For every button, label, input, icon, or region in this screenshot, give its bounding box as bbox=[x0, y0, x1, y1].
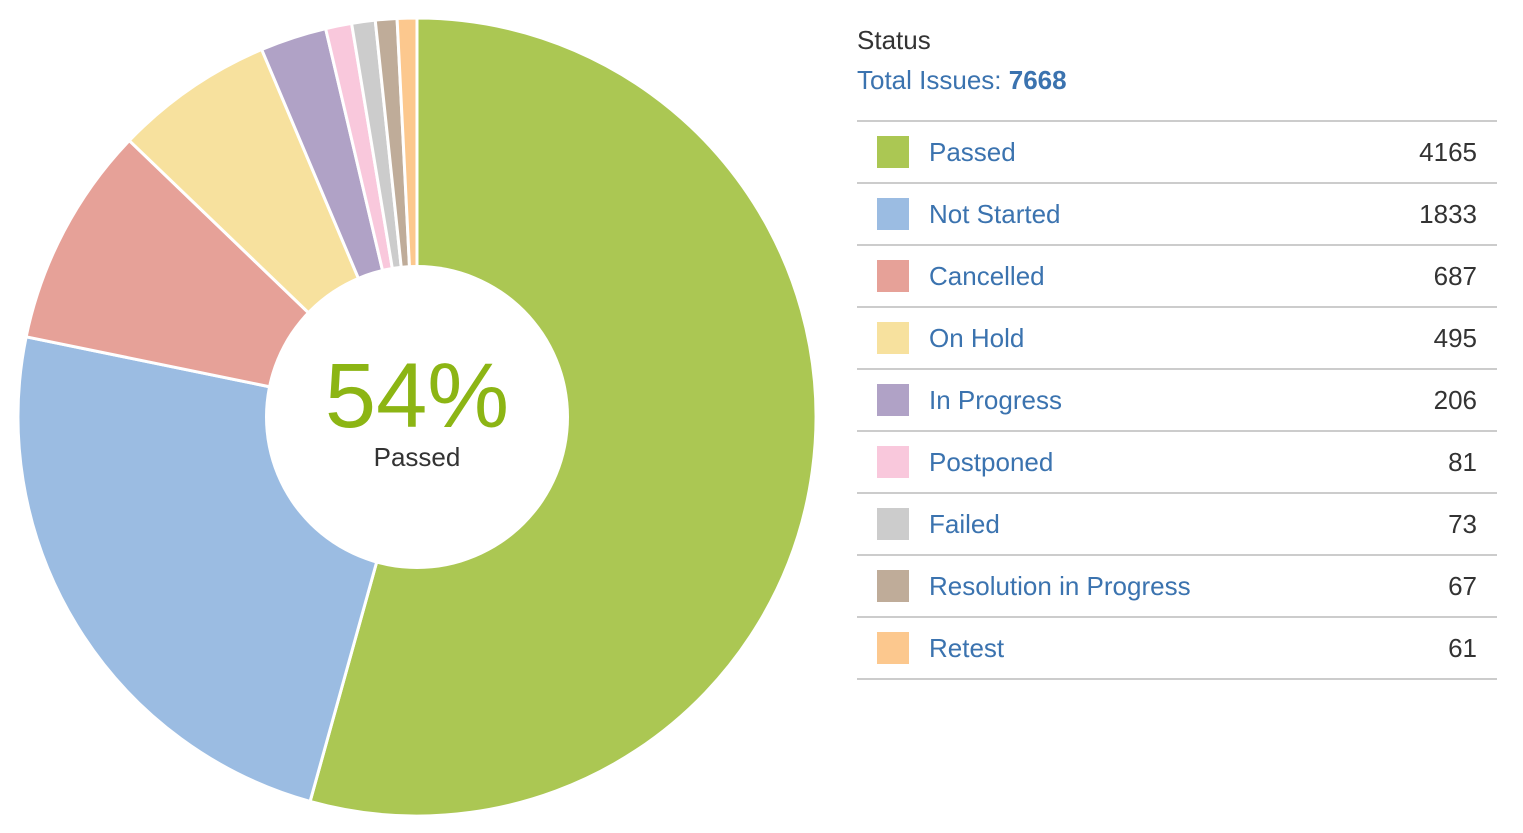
total-issues-value: 7668 bbox=[1008, 65, 1067, 95]
legend-link-in-progress[interactable]: In Progress bbox=[929, 384, 1062, 415]
legend-row-postponed: Postponed 81 bbox=[857, 432, 1497, 494]
legend-link-postponed[interactable]: Postponed bbox=[929, 446, 1054, 477]
legend-link-resolution-in-progress[interactable]: Resolution in Progress bbox=[929, 570, 1191, 601]
total-issues: Total Issues: 7668 bbox=[857, 60, 1497, 100]
legend-swatch bbox=[877, 632, 909, 664]
legend-swatch bbox=[877, 384, 909, 416]
legend-swatch bbox=[877, 198, 909, 230]
center-percent: 54% bbox=[325, 345, 509, 447]
legend-link-not-started[interactable]: Not Started bbox=[929, 198, 1061, 229]
legend-count: 61 bbox=[1448, 632, 1477, 663]
legend-link-cancelled[interactable]: Cancelled bbox=[929, 260, 1045, 291]
legend-count: 4165 bbox=[1419, 136, 1477, 167]
legend-heading: Status bbox=[857, 25, 931, 55]
legend-link-passed[interactable]: Passed bbox=[929, 136, 1016, 167]
status-legend-panel: Status Total Issues: 7668 Passed 4165 No… bbox=[857, 20, 1497, 680]
legend-swatch bbox=[877, 136, 909, 168]
legend-link-failed[interactable]: Failed bbox=[929, 508, 1000, 539]
legend-swatch bbox=[877, 570, 909, 602]
legend-count: 495 bbox=[1433, 322, 1477, 353]
legend-swatch bbox=[877, 322, 909, 354]
legend-table: Passed 4165 Not Started 1833 Cancelled 6… bbox=[857, 120, 1497, 680]
legend-count: 73 bbox=[1448, 508, 1477, 539]
legend-row-failed: Failed 73 bbox=[857, 494, 1497, 556]
legend-swatch bbox=[877, 260, 909, 292]
legend-row-resolution-in-progress: Resolution in Progress 67 bbox=[857, 556, 1497, 618]
legend-swatch bbox=[877, 508, 909, 540]
donut-hole bbox=[265, 265, 569, 569]
center-label: Passed bbox=[374, 442, 461, 472]
legend-count: 1833 bbox=[1419, 198, 1477, 229]
legend-link-on-hold[interactable]: On Hold bbox=[929, 322, 1025, 353]
legend-count: 67 bbox=[1448, 570, 1477, 601]
legend-count: 81 bbox=[1448, 446, 1477, 477]
legend-count: 687 bbox=[1433, 260, 1477, 291]
legend-row-in-progress: In Progress 206 bbox=[857, 370, 1497, 432]
total-issues-label: Total Issues: bbox=[857, 65, 1002, 95]
legend-count: 206 bbox=[1433, 384, 1477, 415]
legend-row-retest: Retest 61 bbox=[857, 618, 1497, 680]
legend-row-not-started: Not Started 1833 bbox=[857, 184, 1497, 246]
legend-row-cancelled: Cancelled 687 bbox=[857, 246, 1497, 308]
legend-swatch bbox=[877, 446, 909, 478]
donut-chart: 54% Passed bbox=[16, 16, 818, 818]
legend-link-retest[interactable]: Retest bbox=[929, 632, 1005, 663]
legend-row-passed: Passed 4165 bbox=[857, 122, 1497, 184]
legend-row-on-hold: On Hold 495 bbox=[857, 308, 1497, 370]
